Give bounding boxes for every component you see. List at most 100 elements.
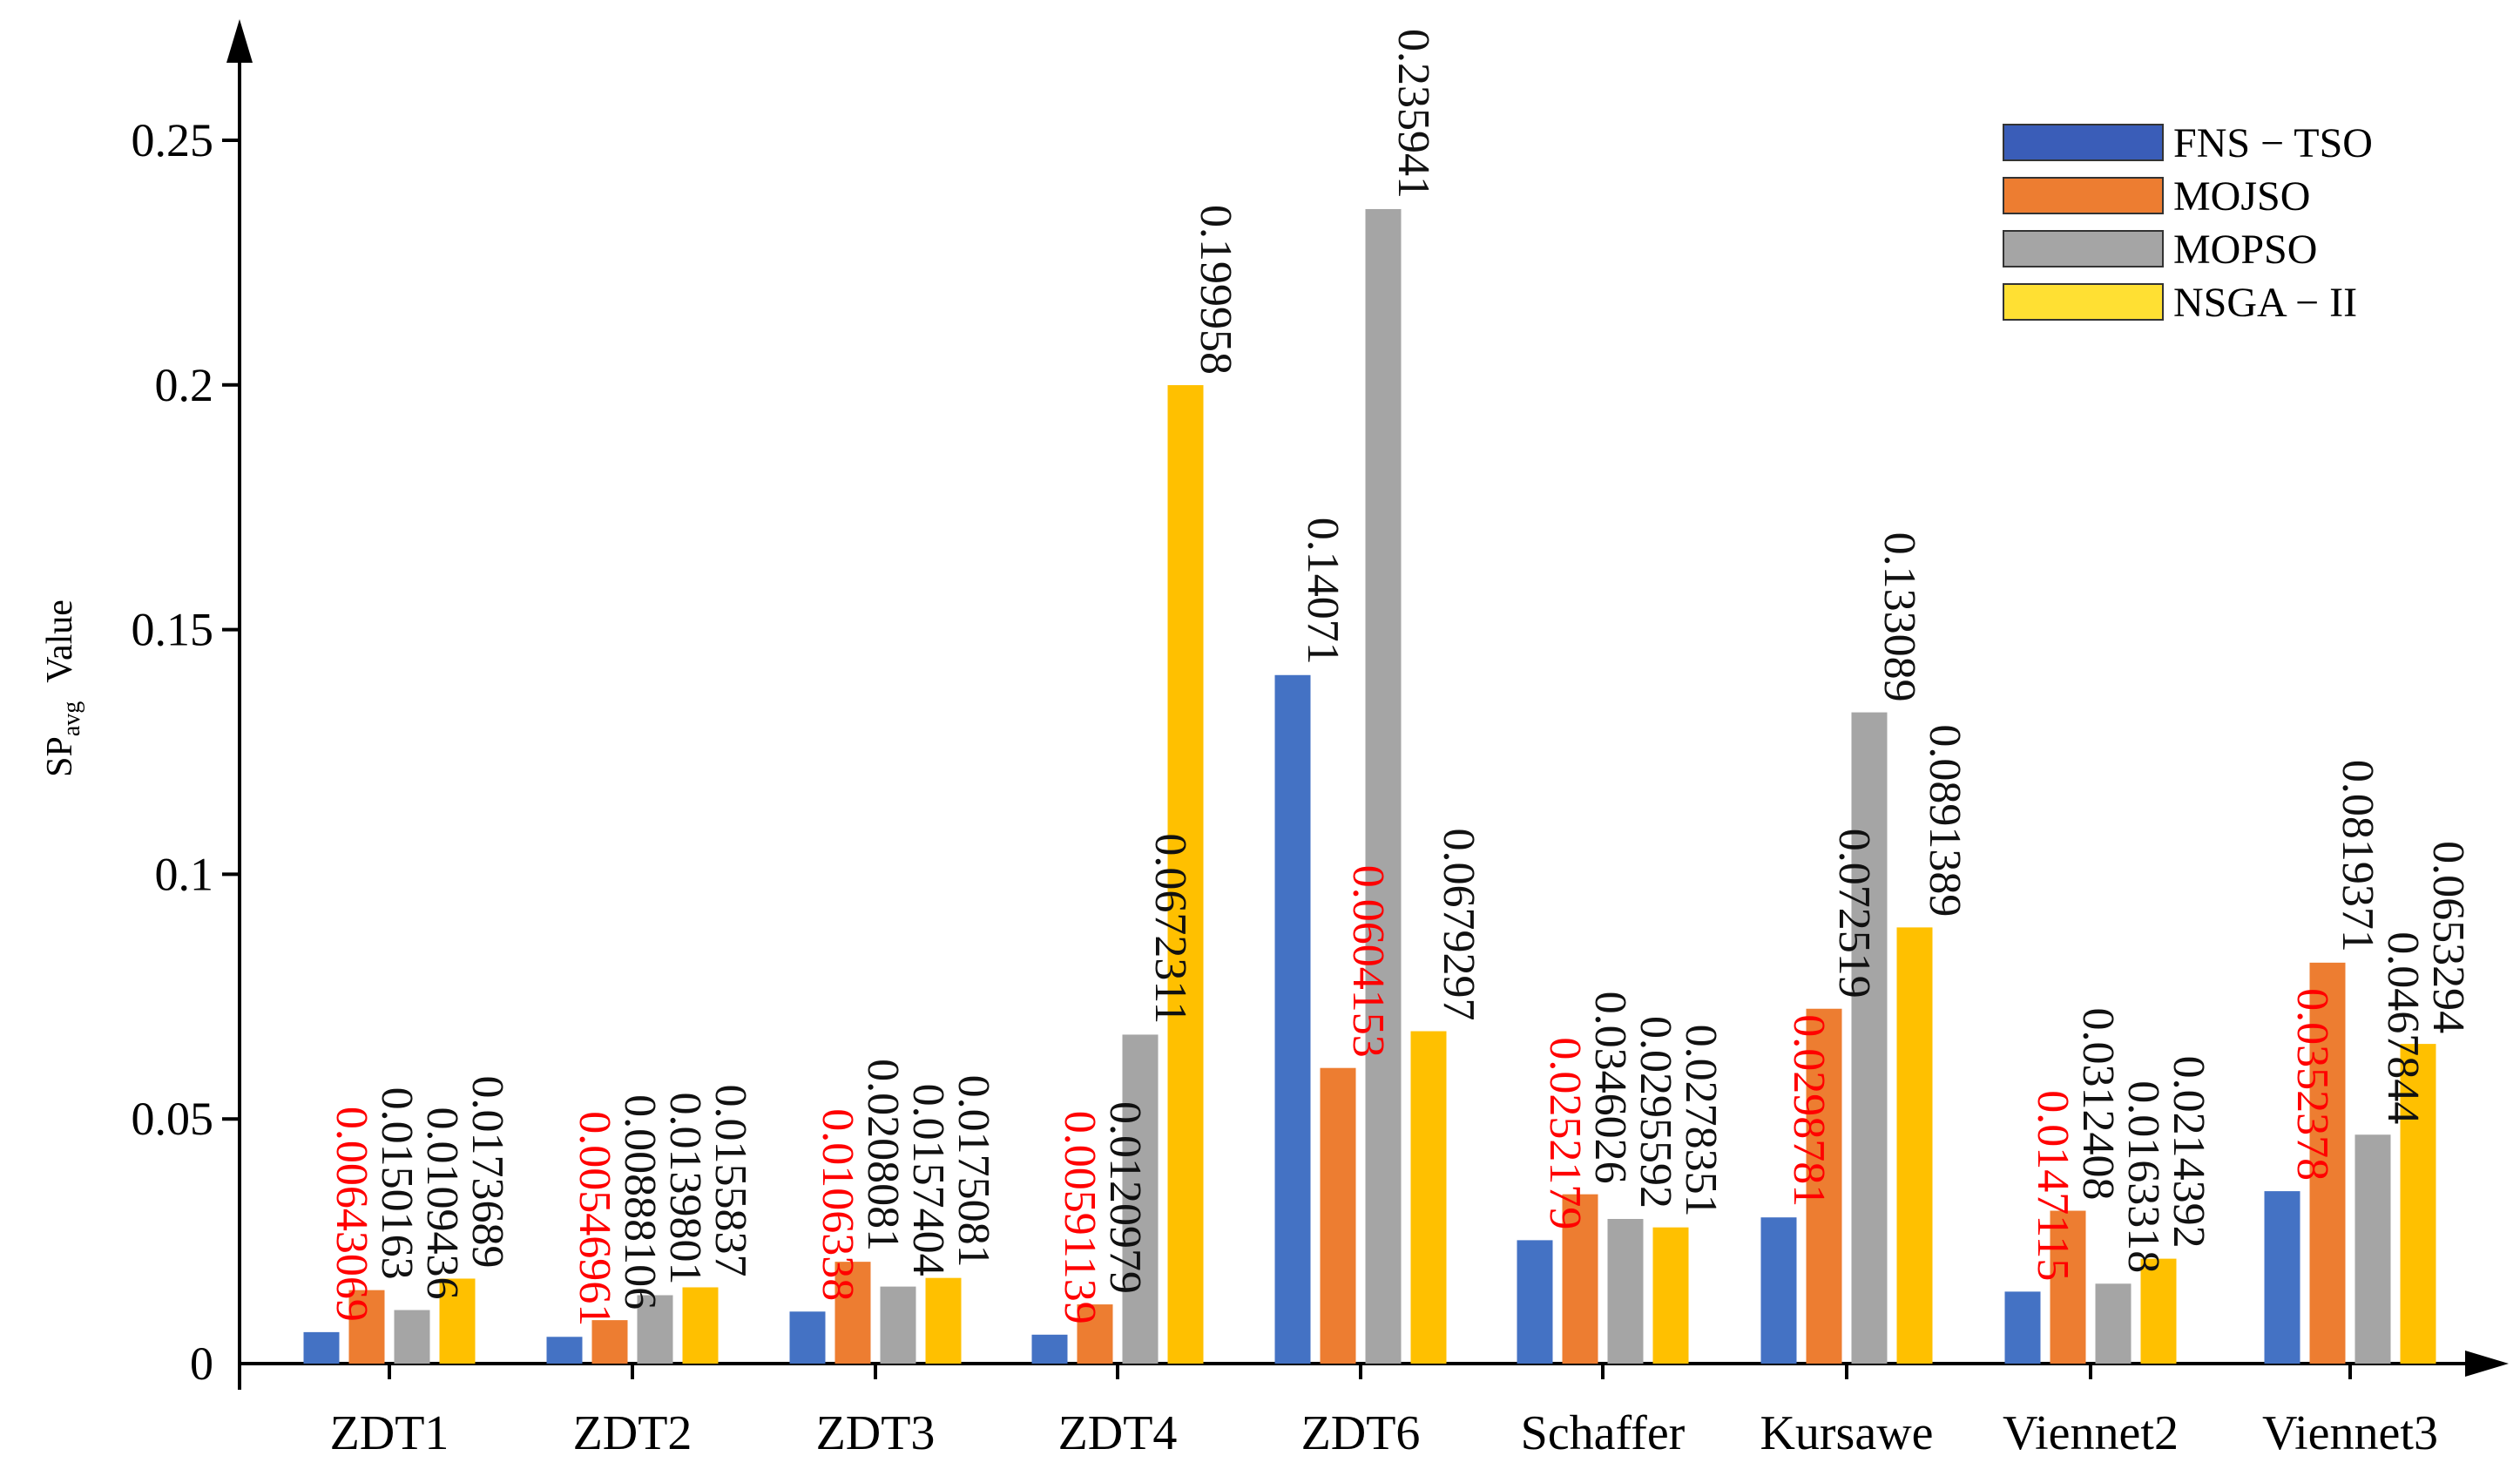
- y-axis-arrow: [226, 19, 253, 63]
- y-tick-label: 0.25: [132, 114, 214, 166]
- bar: [1167, 385, 1204, 1364]
- bar: [1562, 1194, 1598, 1364]
- data-label: 0.072519: [1829, 829, 1879, 999]
- data-label: 0.235941: [1388, 29, 1438, 199]
- bar: [1517, 1240, 1553, 1364]
- data-label: 0.0173689: [463, 1075, 512, 1268]
- bar: [834, 1262, 871, 1364]
- data-label: 0.0106338: [813, 1108, 862, 1301]
- y-tick-label: 0.05: [132, 1093, 214, 1145]
- data-label: 0.0252179: [1540, 1037, 1590, 1229]
- bar: [2140, 1258, 2177, 1364]
- data-label: 0.00643069: [327, 1107, 376, 1322]
- data-label: 0.0295592: [1631, 1016, 1680, 1209]
- bar: [348, 1290, 385, 1364]
- data-label: 0.0604153: [1343, 865, 1393, 1058]
- bar: [546, 1337, 583, 1364]
- data-label: 0.0346026: [1585, 992, 1635, 1184]
- y-tick-label: 0.1: [155, 848, 214, 900]
- bar: [1365, 208, 1402, 1364]
- bar: [2004, 1291, 2041, 1364]
- bar: [2264, 1191, 2300, 1364]
- legend-entry: MOJSO: [2173, 173, 2310, 220]
- bar: [591, 1320, 628, 1364]
- bar: [2309, 962, 2346, 1364]
- bar: [1320, 1067, 1356, 1364]
- x-tick-label: ZDT4: [1058, 1406, 1178, 1460]
- x-axis-arrow: [2465, 1351, 2509, 1377]
- bar: [1806, 1008, 1842, 1364]
- bar: [2095, 1283, 2132, 1364]
- data-label: 0.0278351: [1676, 1025, 1726, 1217]
- data-label: 0.0208081: [858, 1059, 908, 1251]
- data-label: 0.0467844: [2378, 931, 2428, 1124]
- data-label: 0.0157404: [903, 1084, 953, 1276]
- bar: [1274, 674, 1311, 1364]
- x-tick-label: ZDT2: [573, 1406, 692, 1460]
- data-label: 0.0298781: [1784, 1014, 1834, 1207]
- y-tick-label: 0.2: [155, 359, 214, 411]
- data-label: 0.0139801: [660, 1092, 710, 1284]
- data-label: 0.0163318: [2118, 1080, 2168, 1273]
- data-label: 0.0109436: [417, 1107, 467, 1300]
- data-label: 0.0155837: [706, 1084, 755, 1276]
- x-tick-label: Viennet2: [2003, 1406, 2179, 1460]
- bar: [1031, 1334, 1068, 1364]
- data-label: 0.00546961: [570, 1111, 619, 1326]
- x-tick-label: ZDT3: [816, 1406, 936, 1460]
- y-axis-title: SPavg Value: [40, 599, 85, 777]
- data-label: 0.0819371: [2333, 760, 2382, 952]
- legend-entry: MOPSO: [2173, 227, 2317, 273]
- data-label: 0.0150163: [372, 1087, 422, 1280]
- data-label: 0.0679297: [1434, 829, 1483, 1021]
- x-tick-label: ZDT6: [1301, 1406, 1421, 1460]
- legend: FNS − TSO MOJSO MOPSO NSGA − II: [2003, 120, 2373, 326]
- data-label: 0.199958: [1191, 205, 1240, 375]
- data-label: 0.0672311: [1145, 833, 1195, 1024]
- bar-marks: [303, 208, 2436, 1364]
- bar: [1851, 712, 1888, 1364]
- data-label: 0.0312408: [2073, 1008, 2123, 1201]
- data-label: 0.0147115: [2028, 1090, 2077, 1281]
- bar: [439, 1278, 476, 1364]
- legend-swatch: [2003, 283, 2164, 321]
- data-label: 0.0891389: [1920, 724, 1969, 917]
- legend-entry: FNS − TSO: [2173, 120, 2373, 166]
- x-tick-label: Schaffer: [1521, 1406, 1686, 1460]
- legend-swatch: [2003, 230, 2164, 267]
- data-label: 0.14071: [1298, 518, 1348, 665]
- bar: [1896, 927, 1933, 1364]
- data-label: 0.0120979: [1100, 1101, 1150, 1294]
- bar: [2400, 1044, 2436, 1364]
- data-label: 0.0653294: [2423, 841, 2473, 1033]
- legend-swatch: [2003, 177, 2164, 214]
- bar: [1607, 1218, 1644, 1364]
- bar: [1760, 1217, 1797, 1364]
- bar: [1077, 1304, 1113, 1364]
- data-label: 0.0214392: [2164, 1056, 2213, 1249]
- bar: [682, 1287, 719, 1364]
- legend-swatch: [2003, 124, 2164, 161]
- data-label: 0.0175081: [949, 1075, 998, 1268]
- bar: [2050, 1210, 2086, 1364]
- bar: [1122, 1034, 1159, 1364]
- bar: [637, 1295, 673, 1364]
- y-tick-label: 0.15: [132, 604, 214, 656]
- x-tick-label: ZDT1: [330, 1406, 449, 1460]
- x-tick-label: Viennet3: [2262, 1406, 2438, 1460]
- data-label: 0.00888106: [615, 1094, 665, 1310]
- data-label: 0.00591139: [1055, 1111, 1105, 1324]
- bar: [789, 1311, 826, 1364]
- bar: [1410, 1031, 1447, 1364]
- y-tick-label: 0: [190, 1337, 213, 1390]
- chart-axes: 0 0.05 0.1 0.15 0.2 0.25 ZDT1 ZDT2 ZDT3 ZDT4 ZDT6 S…: [132, 19, 2509, 1460]
- bar: [303, 1331, 340, 1364]
- bar: [2354, 1134, 2391, 1364]
- x-tick-label: Kursawe: [1760, 1406, 1933, 1460]
- bar: [394, 1310, 430, 1364]
- bar: [880, 1286, 916, 1364]
- bar: [925, 1277, 962, 1364]
- data-label: 0.0352378: [2287, 988, 2337, 1181]
